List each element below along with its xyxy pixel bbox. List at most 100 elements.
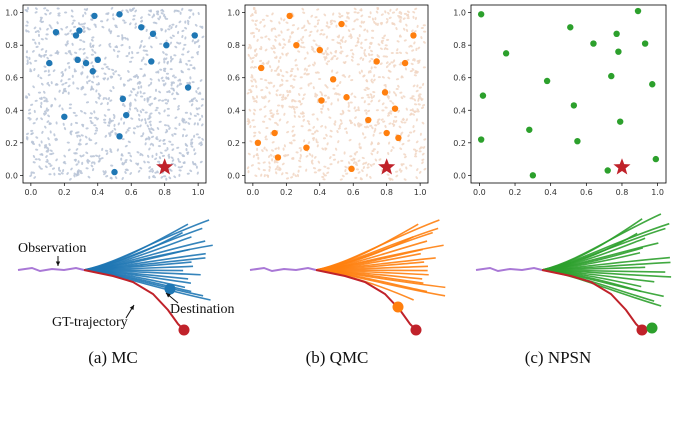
background-sample <box>406 10 410 14</box>
background-sample <box>165 76 168 80</box>
background-sample <box>286 28 290 31</box>
background-sample <box>195 165 198 169</box>
data-point <box>138 24 145 31</box>
background-sample <box>171 148 175 151</box>
data-point <box>348 165 355 173</box>
background-sample <box>138 81 141 85</box>
background-sample <box>339 81 342 85</box>
background-sample <box>26 30 30 33</box>
background-sample <box>286 120 289 124</box>
background-sample <box>94 129 98 132</box>
background-sample <box>54 97 57 101</box>
data-point <box>652 155 660 163</box>
y-tick-label: 0.2 <box>5 139 18 148</box>
background-sample <box>69 178 72 181</box>
background-sample <box>35 148 39 151</box>
background-sample <box>115 45 118 49</box>
data-point <box>89 68 96 75</box>
background-sample <box>246 92 250 95</box>
background-sample <box>177 104 180 108</box>
background-sample <box>139 90 142 94</box>
background-sample <box>134 107 138 110</box>
background-sample <box>169 55 173 59</box>
background-sample <box>284 96 287 100</box>
background-sample <box>334 92 337 95</box>
background-sample <box>57 166 61 170</box>
background-sample <box>157 145 161 148</box>
background-sample <box>389 100 393 103</box>
background-sample <box>393 22 396 26</box>
background-sample <box>98 154 101 158</box>
background-sample <box>386 38 390 41</box>
background-sample <box>409 70 413 73</box>
caption-npsn: (c) NPSN <box>525 348 592 367</box>
background-sample <box>403 153 407 156</box>
background-sample <box>281 105 284 109</box>
background-sample <box>89 112 93 115</box>
background-sample <box>394 119 398 123</box>
background-sample <box>313 25 317 28</box>
background-sample <box>48 122 52 125</box>
background-sample <box>296 67 299 71</box>
background-sample <box>45 33 49 36</box>
background-sample <box>282 38 286 41</box>
background-sample <box>378 158 382 161</box>
background-sample <box>343 151 346 155</box>
background-sample <box>132 18 136 21</box>
background-sample <box>322 52 326 56</box>
background-sample <box>82 30 86 33</box>
background-sample <box>150 168 154 171</box>
background-sample <box>144 137 148 141</box>
background-sample <box>164 29 167 33</box>
background-sample <box>278 118 282 122</box>
background-sample <box>82 52 86 55</box>
data-point <box>274 154 282 161</box>
background-sample <box>341 36 345 40</box>
background-sample <box>400 120 404 124</box>
background-sample <box>412 129 416 133</box>
background-sample <box>128 107 132 111</box>
background-sample <box>73 152 77 155</box>
background-sample <box>302 93 306 96</box>
background-sample <box>366 125 369 129</box>
background-sample <box>373 66 377 69</box>
background-sample <box>394 93 397 97</box>
background-sample <box>93 132 97 135</box>
background-sample <box>40 20 45 24</box>
background-sample <box>317 45 321 48</box>
background-sample <box>90 38 94 42</box>
background-sample <box>28 108 31 112</box>
background-sample <box>363 28 367 32</box>
background-sample <box>201 25 204 29</box>
background-sample <box>97 82 100 86</box>
background-sample <box>400 96 404 100</box>
y-tick-label: 0.4 <box>227 106 240 115</box>
background-sample <box>413 74 417 77</box>
background-sample <box>395 27 398 31</box>
background-sample <box>155 10 159 13</box>
background-sample <box>158 111 161 115</box>
background-sample <box>315 93 319 97</box>
background-sample <box>249 140 253 143</box>
background-sample <box>89 116 93 119</box>
background-sample <box>290 176 294 179</box>
background-sample <box>67 91 70 95</box>
background-sample <box>357 124 361 128</box>
background-sample <box>121 102 125 106</box>
background-sample <box>379 62 383 65</box>
background-sample <box>95 154 99 157</box>
background-sample <box>178 20 182 24</box>
background-sample <box>388 141 391 145</box>
background-sample <box>65 26 69 29</box>
background-sample <box>392 119 395 123</box>
data-point <box>641 40 649 47</box>
background-sample <box>44 165 48 169</box>
background-sample <box>360 20 363 24</box>
background-sample <box>83 8 87 11</box>
data-point <box>74 56 81 64</box>
background-sample <box>337 127 341 130</box>
background-sample <box>387 11 390 15</box>
background-sample <box>114 176 118 180</box>
background-sample <box>33 109 36 114</box>
background-sample <box>64 11 68 14</box>
